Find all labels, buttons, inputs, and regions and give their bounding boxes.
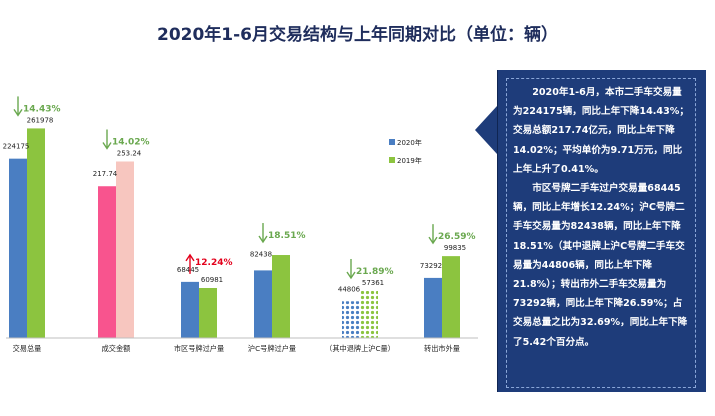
value-label-2019-4: 57361: [362, 279, 384, 287]
bar-2019-0: [27, 128, 45, 338]
down-arrow-icon: [346, 271, 356, 280]
legend-swatch-1: [389, 157, 395, 163]
value-label-2020-1: 217.74: [93, 170, 118, 178]
down-arrow-icon: [13, 109, 23, 117]
category-label-5: 转出市外量: [424, 344, 460, 353]
bar-2020-3: [254, 270, 272, 338]
summary-panel: [497, 70, 706, 392]
value-label-2020-0: 224175: [3, 143, 30, 151]
category-label-3: 沪C号牌过户量: [248, 344, 296, 353]
change-percent-1: 14.02%: [112, 137, 150, 147]
change-percent-4: 21.89%: [356, 267, 394, 277]
change-indicator-3: 18.51%: [258, 223, 306, 244]
bar-2019-5: [442, 256, 460, 338]
change-percent-5: 26.59%: [438, 232, 476, 242]
value-label-2020-3: 82438: [250, 250, 272, 258]
value-label-2019-1: 253.24: [117, 149, 142, 157]
change-indicator-4: 21.89%: [346, 258, 394, 280]
category-label-0: 交易总量: [13, 344, 42, 353]
down-arrow-icon: [102, 142, 112, 150]
category-label-1: 成交金额: [102, 344, 131, 353]
summary-paragraph-1: 2020年1-6月，本市二手车交易量为224175辆，同比上年下降14.43%；…: [513, 87, 689, 175]
value-label-2020-5: 73292: [420, 262, 442, 270]
bar-2020-5: [424, 277, 442, 338]
change-indicator-5: 26.59%: [428, 224, 476, 245]
legend-label-0: 2020年: [397, 138, 422, 147]
bar-2019-4: [360, 290, 378, 338]
down-arrow-icon: [428, 236, 438, 245]
bar-2019-1: [116, 161, 134, 338]
value-label-2019-0: 261978: [27, 116, 54, 124]
chart-title: 2020年1-6月交易结构与上年同期对比（单位：辆）: [156, 25, 559, 45]
value-label-2019-2: 60981: [201, 276, 223, 284]
legend: 2020年 2019年: [389, 138, 422, 165]
up-arrow-icon: [185, 253, 195, 262]
summary-text-box: 2020年1-6月，本市二手车交易量为224175辆，同比上年下降14.43%；…: [506, 78, 696, 388]
bar-2020-2: [181, 281, 199, 338]
bar-2020-4: [342, 301, 360, 338]
change-indicator-1: 14.02%: [102, 129, 150, 150]
bar-2020-0: [9, 158, 27, 338]
bar-2019-3: [272, 255, 290, 338]
bar-2020-1: [98, 186, 116, 338]
change-percent-2: 12.24%: [195, 258, 233, 268]
value-label-2020-4: 44806: [338, 285, 361, 293]
change-indicator-2: 12.24%: [185, 253, 233, 274]
summary-paragraph-2: 市区号牌二手车过户交易量68445辆，同比上年增长12.24%；沪C号牌二手车交…: [513, 183, 688, 348]
bar-chart: 224175 261978 交易总量 14.43% 217.74 253.24 成交金额 14…: [3, 96, 478, 353]
category-label-4: （其中退牌上沪C量）: [325, 344, 395, 353]
legend-label-1: 2019年: [397, 156, 422, 165]
value-label-2019-5: 99835: [444, 244, 466, 252]
legend-swatch-0: [389, 139, 395, 145]
panel-pointer: [475, 106, 497, 154]
change-percent-0: 14.43%: [23, 104, 61, 114]
change-percent-3: 18.51%: [268, 231, 306, 241]
category-label-2: 市区号牌过户量: [174, 344, 224, 353]
down-arrow-icon: [258, 235, 268, 244]
bar-2019-2: [199, 287, 217, 338]
value-label-2020-2: 68445: [177, 266, 199, 274]
change-indicator-0: 14.43%: [13, 96, 61, 117]
